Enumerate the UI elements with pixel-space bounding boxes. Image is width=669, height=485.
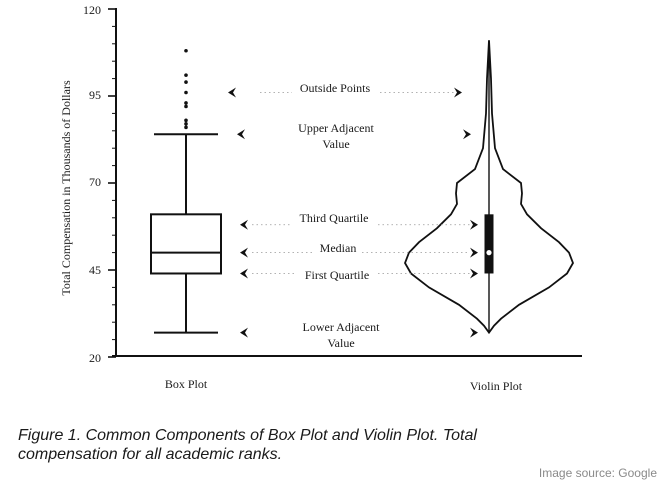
arrowhead-right [470,268,478,279]
box-violin-figure: 120 95 70 45 20 Total Compensation in Th… [59,3,582,393]
arrowhead-right [454,87,462,98]
arrowhead-left [240,268,248,279]
violin-interquartile-bar [484,214,494,274]
annotation-third-quartile: Third Quartile [300,211,369,225]
outside-point [184,104,188,109]
box-outside-points [184,48,188,130]
y-tick-label-95: 95 [89,88,101,102]
outside-point [184,118,188,123]
outside-point [184,125,188,130]
category-label-box-plot: Box Plot [165,377,208,391]
annotation-upper-adjacent-line2: Value [322,137,349,151]
annotation-lower-adjacent-line2: Value [327,336,354,350]
y-axis-major-ticks [108,8,116,358]
outside-point [184,122,188,126]
y-tick-label-120: 120 [83,3,101,17]
annotation-median: Median [320,241,357,255]
arrowhead-right [470,219,478,230]
outside-point [184,80,188,84]
y-tick-label-45: 45 [89,263,101,277]
arrowhead-left [228,87,236,98]
arrowhead-left [240,327,248,338]
outside-point [184,48,188,53]
annotation-lower-adjacent-line1: Lower Adjacent [303,320,381,334]
arrowhead-left [237,129,245,140]
outside-point [184,90,188,95]
y-axis-title: Total Compensation in Thousands of Dolla… [59,80,73,296]
arrowhead-right [470,327,478,338]
arrowhead-right [470,247,478,258]
violin-median-marker [486,250,492,256]
y-tick-label-20: 20 [89,351,101,365]
box-interquartile-rect [150,213,222,275]
annotation-arrows [228,87,478,338]
arrowhead-left [240,247,248,258]
figure-caption-line2: compensation for all academic ranks. [18,446,283,463]
image-source-credit: Image source: Google [538,466,657,480]
y-tick-label-70: 70 [89,175,101,189]
figure-caption: Figure 1. Common Components of Box Plot … [18,426,618,464]
category-label-violin-plot: Violin Plot [470,379,523,393]
arrowhead-right [463,129,471,140]
annotation-outside-points: Outside Points [300,81,371,95]
figure-caption-line1: Figure 1. Common Components of Box Plot … [18,427,477,444]
outside-point [184,73,188,77]
outside-point [184,101,188,105]
annotation-upper-adjacent-line1: Upper Adjacent [298,121,374,135]
violin-outline [404,40,574,335]
annotation-first-quartile: First Quartile [305,268,369,282]
arrowhead-left [240,219,248,230]
